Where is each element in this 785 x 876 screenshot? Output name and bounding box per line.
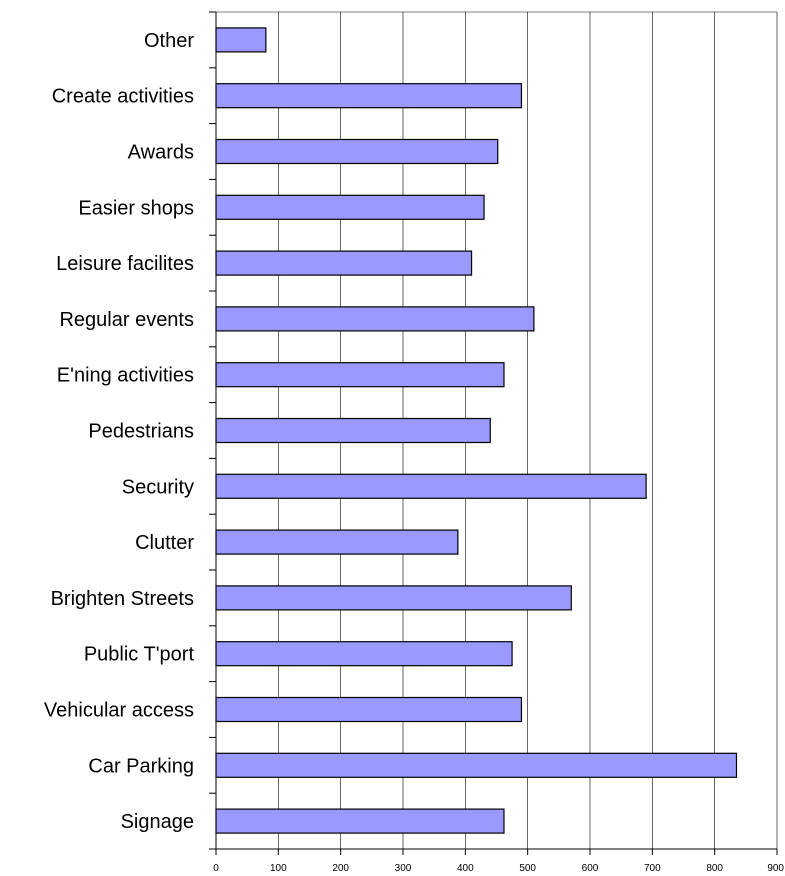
x-tick-label-3: 300 xyxy=(395,863,412,874)
category-label-13: Car Parking xyxy=(88,755,194,777)
category-label-11: Public T'port xyxy=(84,644,195,666)
bar-12 xyxy=(215,696,523,723)
x-tick-label-5: 500 xyxy=(519,863,536,874)
x-tick-labels: 0 100 200 300 400 500 600 700 800 900 xyxy=(213,863,784,874)
x-tick-label-9: 900 xyxy=(767,863,784,874)
category-label-1: Create activities xyxy=(52,86,194,108)
bar-11 xyxy=(215,641,513,667)
bar-14 xyxy=(215,808,505,834)
x-tick-label-4: 400 xyxy=(457,863,474,874)
category-label-2: Awards xyxy=(128,142,194,164)
bar-1 xyxy=(215,83,523,109)
category-label-9: Clutter xyxy=(135,532,194,554)
bar-9 xyxy=(215,529,459,555)
category-label-14: Signage xyxy=(121,811,194,833)
category-labels: Other Create activities Awards Easier shops… xyxy=(44,30,195,833)
x-tick-label-6: 600 xyxy=(582,863,599,874)
bar-3 xyxy=(215,194,485,220)
category-label-12: Vehicular access xyxy=(44,700,194,722)
bar-8 xyxy=(215,473,647,499)
x-tick-label-0: 0 xyxy=(213,863,219,874)
category-label-3: Easier shops xyxy=(78,197,194,219)
bar-13 xyxy=(215,752,738,778)
axes xyxy=(209,11,778,855)
bar-6 xyxy=(215,362,505,388)
bar-5 xyxy=(215,306,535,332)
category-label-8: Security xyxy=(122,476,194,498)
category-label-7: Pedestrians xyxy=(88,421,194,443)
bar-2 xyxy=(215,138,499,165)
x-tick-label-8: 800 xyxy=(706,863,723,874)
category-label-4: Leisure facilites xyxy=(56,253,194,275)
bar-0 xyxy=(215,27,267,53)
bar-7 xyxy=(215,417,491,444)
category-label-10: Brighten Streets xyxy=(51,588,194,610)
x-tick-label-2: 200 xyxy=(332,863,349,874)
x-tick-label-7: 700 xyxy=(644,863,661,874)
bar-10 xyxy=(215,585,572,611)
bars xyxy=(215,27,738,834)
x-tick-label-1: 100 xyxy=(270,863,287,874)
category-label-5: Regular events xyxy=(59,309,194,331)
category-label-6: E'ning activities xyxy=(57,365,194,387)
category-label-0: Other xyxy=(144,30,194,52)
bar-4 xyxy=(215,250,473,276)
